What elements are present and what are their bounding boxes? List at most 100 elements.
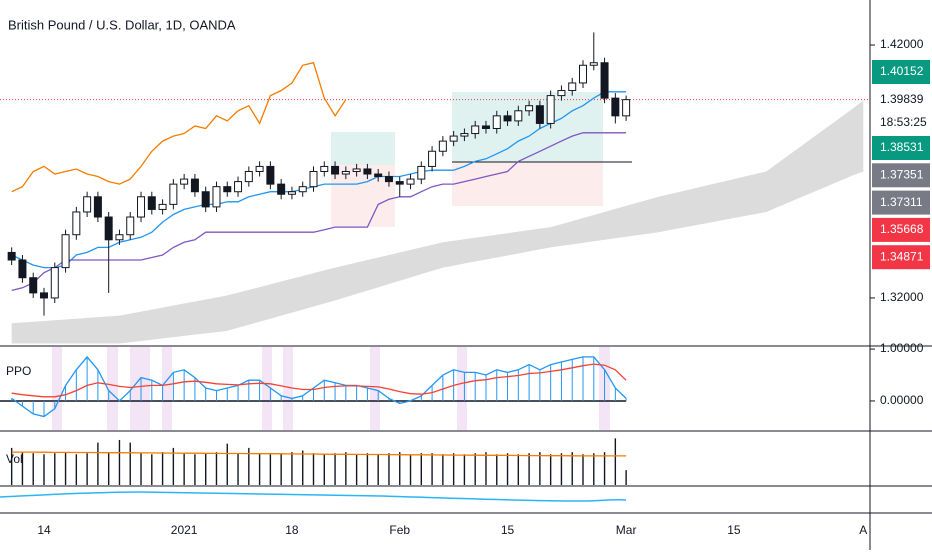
candle-body (384, 176, 393, 183)
candle-body (557, 90, 566, 97)
price-label: 1.39839 (880, 92, 924, 106)
candle-body (40, 292, 48, 299)
candle-body (309, 170, 318, 188)
price-label: 1.40152 (880, 64, 924, 78)
candle-body (460, 133, 469, 137)
signal-band (262, 347, 272, 430)
volume-average (11, 451, 627, 457)
candle-body (83, 196, 92, 213)
price-label: 1.38531 (880, 140, 924, 154)
candle-body (589, 62, 598, 66)
signal-band (107, 347, 118, 430)
candle-body (363, 168, 372, 175)
signal-band (162, 347, 172, 430)
candle-body (61, 234, 70, 269)
candle-body (287, 191, 296, 195)
price-label: 1.34871 (880, 249, 924, 263)
x-tick-label: 14 (37, 523, 51, 537)
candle-body (180, 178, 189, 185)
candle-body (374, 173, 383, 178)
plot: 1.42000 1.32000 1.39839 18:53:25 1.40152 1.38… (0, 32, 930, 537)
price-label: 1.35668 (880, 222, 924, 236)
indicator-line (11, 363, 627, 398)
price-label-box (872, 163, 930, 188)
candle-body (223, 186, 232, 193)
x-tick-label: 15 (501, 523, 515, 537)
candle-body (18, 259, 27, 279)
candle-body (341, 170, 350, 175)
candle-body (568, 82, 577, 92)
indicator-line (11, 61, 347, 193)
candle-body (72, 211, 81, 236)
stop-box (331, 165, 395, 227)
indicator-line (11, 355, 627, 418)
y-tick-label: 0.00000 (880, 393, 924, 407)
price-label: 1.37351 (880, 167, 924, 181)
candle-body (514, 110, 523, 122)
candle-body (492, 115, 501, 129)
countdown: 18:53:25 (880, 115, 927, 129)
pane-label: PPO (6, 364, 31, 378)
candle-body (137, 196, 146, 218)
candle-body (600, 62, 609, 99)
signal-band (457, 347, 467, 430)
candle-body (190, 178, 199, 193)
candle-body (481, 125, 490, 129)
chart-title: British Pound / U.S. Dollar, 1D, OANDA (8, 17, 236, 32)
price-label-box (872, 88, 930, 111)
indicator-line (11, 132, 627, 292)
candle-body (406, 178, 415, 185)
candle-body (417, 165, 426, 180)
candle-body (579, 64, 587, 84)
candle-body (622, 99, 631, 117)
price-label-box (872, 190, 930, 215)
y-tick-label: 1.00000 (880, 341, 924, 355)
candle-body (525, 105, 534, 112)
candle-body (93, 196, 102, 218)
candle-body (104, 216, 113, 241)
drawings (0, 92, 632, 502)
candle-body (546, 95, 555, 124)
candle-body (266, 165, 275, 185)
candle-body (449, 135, 458, 142)
candle-body (352, 168, 361, 172)
candle-body (115, 234, 124, 241)
y-tick-label: 1.42000 (880, 37, 924, 51)
candle-body (428, 150, 437, 167)
candle-body (320, 165, 329, 172)
price-label: 1.37311 (880, 195, 923, 209)
signal-band (130, 347, 150, 430)
price-label-box (872, 136, 930, 160)
candle-body (611, 97, 620, 117)
x-tick-label: 18 (285, 523, 299, 537)
indicator-line (11, 91, 627, 269)
price-label-box (872, 245, 930, 270)
candle-body (7, 251, 16, 261)
signal-band (52, 347, 62, 430)
candle-body (331, 165, 340, 175)
candle-body (255, 165, 264, 172)
signal-band (283, 347, 293, 430)
signal-band (370, 347, 380, 430)
candle-body (395, 181, 404, 185)
candle-body (212, 186, 221, 208)
candle-body (503, 115, 512, 122)
x-tick-label: Mar (616, 523, 637, 537)
candle-body (169, 183, 178, 205)
price-label-box (872, 60, 930, 84)
pane-label: Vol (6, 452, 23, 466)
price-label-box (872, 217, 930, 242)
indicator-line (0, 491, 627, 502)
candle-body (126, 216, 135, 236)
candle-body (234, 181, 243, 193)
target-box (331, 132, 395, 165)
y-tick-label: 1.32000 (880, 290, 924, 304)
candle-body (201, 191, 210, 208)
stop-box (452, 162, 603, 206)
candle-body (50, 267, 59, 299)
candle-body (277, 183, 286, 195)
x-tick-label: 15 (727, 523, 741, 537)
candle-body (158, 203, 167, 210)
candle-body (147, 196, 156, 210)
